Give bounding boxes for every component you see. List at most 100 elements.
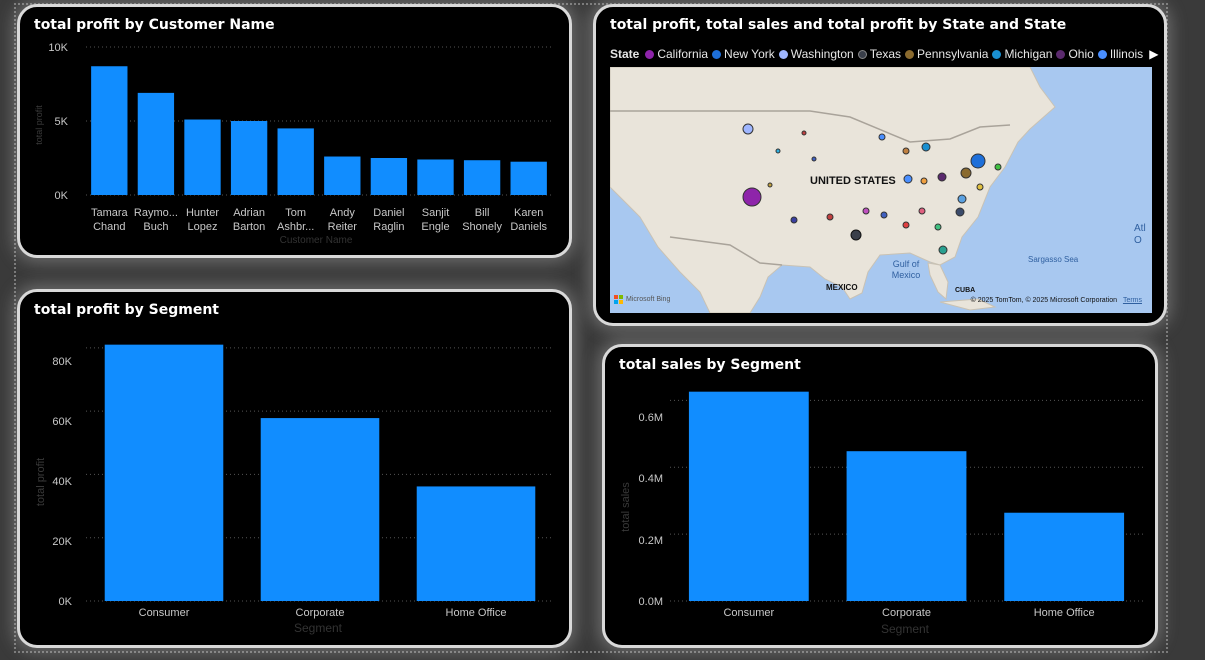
state-bubble[interactable] xyxy=(937,172,947,182)
state-bubble[interactable] xyxy=(862,207,870,215)
x-tick-label: Tamara xyxy=(91,207,129,219)
legend-label: Texas xyxy=(869,47,902,61)
state-bubble[interactable] xyxy=(811,156,817,162)
state-bubble[interactable] xyxy=(902,221,910,229)
state-bubble[interactable] xyxy=(801,130,807,136)
state-bubble[interactable] xyxy=(960,167,972,179)
state-bubble[interactable] xyxy=(826,213,834,221)
copyright-text: © 2025 TomTom, © 2025 Microsoft Corporat… xyxy=(970,297,1117,304)
customer-profit-card[interactable]: total profit by Customer Name 0K 5K 10K … xyxy=(17,4,572,258)
legend-item-illinois[interactable]: Illinois xyxy=(1097,47,1144,61)
bar[interactable] xyxy=(104,344,224,601)
state-bubble[interactable] xyxy=(850,229,862,241)
florida-land xyxy=(927,262,949,301)
map-legend: State California New York Washington Tex… xyxy=(610,46,1158,62)
legend-label: Washington xyxy=(790,47,854,61)
state-bubble[interactable] xyxy=(970,153,986,169)
y-tick-label: 60K xyxy=(52,416,72,428)
state-bubble[interactable] xyxy=(938,245,948,255)
state-bubble[interactable] xyxy=(878,133,886,141)
state-bubble[interactable] xyxy=(775,148,781,154)
x-tick-label: Corporate xyxy=(296,607,345,619)
state-bubble[interactable] xyxy=(903,174,913,184)
map-view[interactable]: UNITED STATES MEXICO Gulf of Mexico CUBA… xyxy=(610,67,1152,313)
legend-item-washington[interactable]: Washington xyxy=(778,47,854,61)
state-bubble[interactable] xyxy=(880,211,888,219)
bar[interactable] xyxy=(1004,512,1125,601)
legend-label: Illinois xyxy=(1109,47,1144,61)
legend-dot xyxy=(712,49,722,59)
state-bubble[interactable] xyxy=(742,187,762,207)
map-canvas xyxy=(610,67,1056,313)
bar[interactable] xyxy=(324,156,361,195)
bar[interactable] xyxy=(846,451,967,601)
x-tick-label: Home Office xyxy=(446,607,507,619)
state-bubble[interactable] xyxy=(790,216,798,224)
legend-item-ohio[interactable]: Ohio xyxy=(1056,47,1094,61)
x-tick-label: Engle xyxy=(421,221,449,233)
bar[interactable] xyxy=(260,418,380,601)
bar[interactable] xyxy=(463,160,501,195)
legend-dot xyxy=(1056,49,1066,59)
state-bubble[interactable] xyxy=(902,147,910,155)
x-tick-label: Tom xyxy=(285,207,306,219)
x-tick-label: Home Office xyxy=(1034,607,1095,619)
bar[interactable] xyxy=(688,391,809,601)
y-tick-label: 0.4M xyxy=(639,473,663,485)
state-bubble[interactable] xyxy=(934,223,942,231)
microsoft-logo-icon xyxy=(614,295,623,304)
segment-sales-title: total sales by Segment xyxy=(619,357,801,373)
bar[interactable] xyxy=(277,128,314,195)
x-tick-label: Raglin xyxy=(373,221,404,233)
legend-title: State xyxy=(610,47,640,61)
y-tick-label: 20K xyxy=(52,536,72,548)
state-bubble[interactable] xyxy=(994,163,1002,171)
state-bubble[interactable] xyxy=(767,182,773,188)
x-tick-label: Ashbr... xyxy=(277,221,314,233)
bar[interactable] xyxy=(510,161,547,195)
terms-link[interactable]: Terms xyxy=(1122,297,1142,304)
legend-item-texas[interactable]: Texas xyxy=(857,47,902,61)
border-line xyxy=(610,110,1011,143)
state-bubble[interactable] xyxy=(918,207,926,215)
legend-item-new-york[interactable]: New York xyxy=(712,47,775,61)
gulf-label: Gulf of Mexico xyxy=(891,259,921,280)
legend-dot xyxy=(905,49,915,59)
bar[interactable] xyxy=(91,66,128,195)
segment-sales-card[interactable]: total sales by Segment 0.0M 0.2M 0.4M 0.… xyxy=(602,344,1158,648)
state-map-card[interactable]: total profit, total sales and total prof… xyxy=(593,4,1167,326)
legend-item-pennsylvania[interactable]: Pennsylvania xyxy=(905,47,988,61)
state-bubble[interactable] xyxy=(957,194,967,204)
y-tick-label: 0.2M xyxy=(639,535,663,547)
legend-item-michigan[interactable]: Michigan xyxy=(992,47,1052,61)
x-tick-label: Lopez xyxy=(188,221,218,233)
y-tick-label: 0K xyxy=(59,596,73,608)
canvas-side-strip xyxy=(1172,0,1205,660)
legend-label: California xyxy=(657,47,709,61)
state-bubble[interactable] xyxy=(742,123,754,135)
x-tick-label: Shonely xyxy=(462,221,502,233)
x-tick-label: Adrian xyxy=(233,207,265,219)
state-bubble[interactable] xyxy=(921,142,931,152)
bar[interactable] xyxy=(230,121,268,195)
legend-label: Ohio xyxy=(1068,47,1094,61)
report-canvas xyxy=(14,3,1168,653)
x-tick-label: Barton xyxy=(233,221,265,233)
bar[interactable] xyxy=(417,159,454,195)
bar[interactable] xyxy=(416,486,536,601)
border-line xyxy=(669,236,783,266)
y-tick-label: 0.6M xyxy=(639,412,663,424)
state-bubble[interactable] xyxy=(955,207,965,217)
state-bubble[interactable] xyxy=(920,177,928,185)
state-bubble[interactable] xyxy=(976,183,984,191)
bar[interactable] xyxy=(184,119,221,195)
x-tick-label: Consumer xyxy=(139,607,190,619)
segment-profit-card[interactable]: total profit by Segment 0K 20K 40K 60K 8… xyxy=(17,289,572,648)
x-axis-title: Segment xyxy=(881,622,930,636)
chevron-right-icon[interactable]: ▶ xyxy=(1149,47,1159,61)
legend-dot xyxy=(857,49,867,59)
legend-item-california[interactable]: California xyxy=(645,47,708,61)
legend-dot xyxy=(992,49,1002,59)
bar[interactable] xyxy=(137,92,175,195)
bar[interactable] xyxy=(370,158,408,195)
